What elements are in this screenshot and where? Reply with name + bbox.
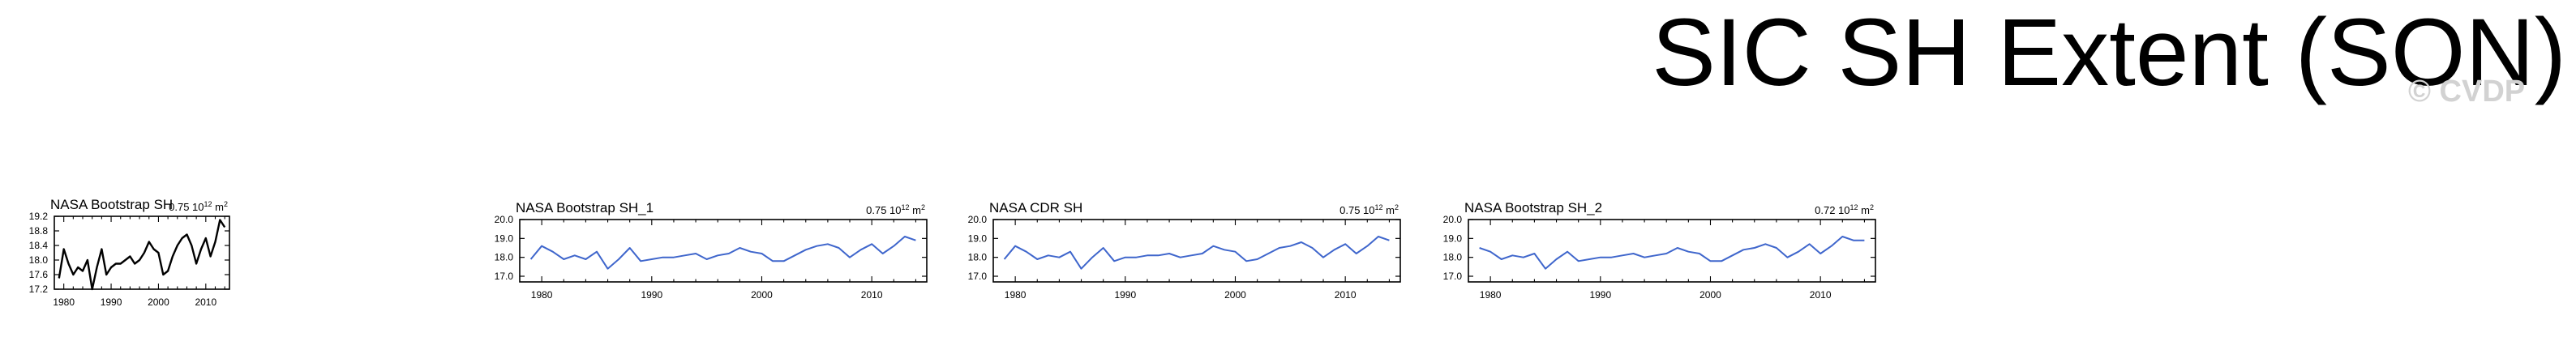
x-tick-label: 2000 [1224,289,1246,301]
panel-title: NASA Bootstrap SH_2 [1464,200,1602,215]
watermark-text: © CVDP [2408,75,2526,109]
plot-frame [992,219,1401,283]
y-tick-label: 17.0 [495,271,514,282]
series-line [58,219,226,291]
y-tick-label: 20.0 [1443,214,1463,225]
panel-annotation: 0.75 1012 m2 [866,203,925,216]
panel-annotation: 0.72 1012 m2 [1815,203,1874,216]
x-tick-label: 1980 [1480,289,1502,301]
x-tick-label: 2010 [1810,289,1832,301]
chart-panel-2: NASA Bootstrap SH_1 0.75 1012 m2 17.0 18.0 1… [495,200,928,301]
plot-frame [1468,219,1876,283]
series-line [1479,236,1865,270]
panel-title: NASA Bootstrap SH [50,197,173,212]
chart-panel-1: NASA Bootstrap SH0.75 1012 m2 17.2 17.6 18.… [29,197,230,308]
x-tick-label: 2000 [751,289,773,301]
y-tick-label: 17.2 [29,284,49,295]
y-tick-label: 19.0 [1443,232,1463,244]
y-tick-label: 18.0 [1443,252,1463,263]
panel-title: NASA CDR SH [989,200,1082,215]
x-tick-label: 2000 [148,296,169,308]
x-tick-label: 2010 [1335,289,1357,301]
y-tick-label: 18.0 [968,252,988,263]
x-tick-label: 1990 [641,289,662,301]
chart-panel-4: NASA Bootstrap SH_2 0.72 1012 m2 17.0 18.0 1… [1443,200,1876,301]
x-tick-label: 2000 [1699,289,1721,301]
y-tick-label: 18.8 [29,225,49,237]
panel-annotation: 0.75 1012 m2 [169,200,228,213]
x-tick-label: 2010 [861,289,883,301]
plot-frame [519,219,928,283]
chart-panel-3: NASA CDR SH 0.75 1012 m2 17.0 18.0 19.0 20.0 1… [968,200,1401,301]
y-tick-label: 20.0 [968,214,988,225]
y-tick-label: 18.0 [495,252,514,263]
x-tick-label: 1990 [1114,289,1136,301]
series-line [1003,236,1390,270]
y-tick-label: 18.0 [29,254,49,266]
page-title: SIC SH Extent (SON) [1652,0,2566,106]
y-tick-label: 17.6 [29,269,49,280]
x-tick-label: 1980 [53,296,75,308]
y-tick-label: 19.0 [968,232,988,244]
x-tick-label: 1980 [1005,289,1027,301]
y-tick-label: 17.0 [1443,271,1463,282]
y-tick-label: 17.0 [968,271,988,282]
x-tick-label: 2010 [195,296,216,308]
y-tick-label: 20.0 [495,214,514,225]
plot-frame [54,215,230,290]
x-tick-label: 1990 [1589,289,1611,301]
panel-annotation: 0.75 1012 m2 [1339,203,1399,216]
x-tick-label: 1990 [101,296,122,308]
series-line [529,236,916,270]
y-tick-label: 19.2 [29,211,49,222]
y-tick-label: 19.0 [495,232,514,244]
x-tick-label: 1980 [531,289,553,301]
panel-title: NASA Bootstrap SH_1 [516,200,654,215]
y-tick-label: 18.4 [29,240,49,251]
